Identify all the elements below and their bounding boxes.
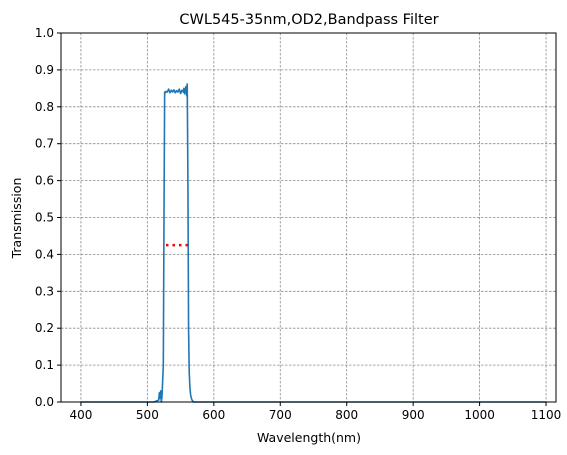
x-tick-label: 900	[402, 408, 425, 422]
y-tick-label: 0.9	[35, 63, 54, 77]
plot-area	[80, 83, 547, 403]
y-tick-label: 0.8	[35, 100, 54, 114]
x-axis-label: Wavelength(nm)	[257, 430, 361, 445]
y-tick-label: 1.0	[35, 26, 54, 40]
x-tick-label: 1000	[464, 408, 495, 422]
x-axis: 400 500 600 700 800 900 1000 1100	[69, 402, 561, 422]
grid	[61, 32, 556, 403]
y-tick-label: 0.5	[35, 211, 54, 225]
y-tick-label: 0.6	[35, 174, 54, 188]
series-line-transmission	[80, 83, 547, 403]
y-tick-label: 0.4	[35, 247, 54, 261]
chart-title: CWL545-35nm,OD2,Bandpass Filter	[179, 12, 438, 28]
x-tick-label: 800	[335, 408, 358, 422]
y-axis: 0.0 0.1 0.2 0.3 0.4 0.5 0.6 0.7 0.8 0.9 1.0	[35, 26, 61, 409]
x-tick-label: 500	[136, 408, 159, 422]
x-tick-label: 1100	[531, 408, 562, 422]
y-tick-label: 0.0	[35, 395, 54, 409]
x-tick-label: 700	[269, 408, 292, 422]
y-tick-label: 0.1	[35, 358, 54, 372]
y-tick-label: 0.3	[35, 284, 54, 298]
y-axis-label: Transmission	[9, 178, 24, 260]
x-tick-label: 400	[69, 408, 92, 422]
y-tick-label: 0.7	[35, 137, 54, 151]
y-tick-label: 0.2	[35, 321, 54, 335]
x-tick-label: 600	[202, 408, 225, 422]
